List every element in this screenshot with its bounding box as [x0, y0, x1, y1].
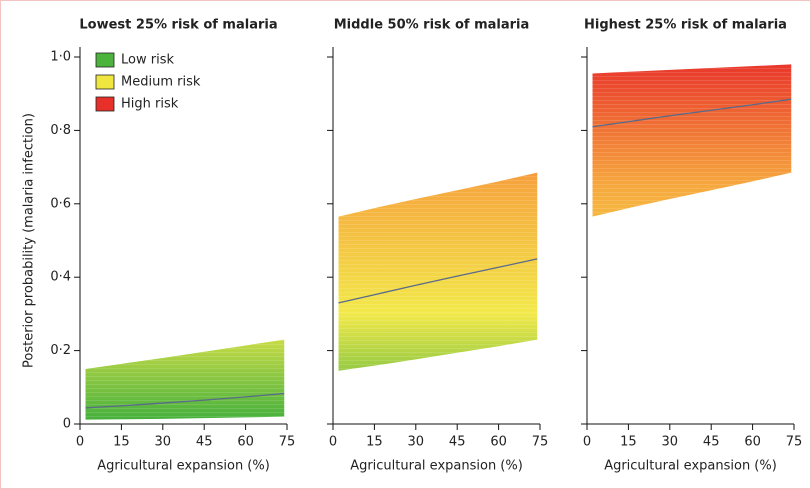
mean-line — [592, 98, 792, 128]
x-axis-label: Agricultural expansion (%) — [604, 459, 777, 474]
panel-title: Middle 50% risk of malaria — [334, 18, 530, 33]
x-tick-label: 60 — [237, 435, 254, 450]
panel-title: Highest 25% risk of malaria — [584, 18, 787, 33]
legend-swatch — [95, 74, 115, 90]
x-tick-label: 45 — [196, 435, 213, 450]
legend-swatch — [95, 52, 115, 68]
x-tick-label: 60 — [490, 435, 507, 450]
y-tick-label: 0·2 — [50, 343, 71, 358]
panel-title: Lowest 25% risk of malaria — [79, 18, 277, 33]
y-tick-label: 0·4 — [50, 270, 71, 285]
x-tick-label: 75 — [279, 435, 296, 450]
y-axis-label: Posterior probability (malaria infection… — [22, 113, 37, 368]
mean-line — [85, 392, 285, 409]
legend-label: Medium risk — [121, 75, 201, 90]
y-tick-label: 0·6 — [50, 196, 71, 211]
x-axis-label: Agricultural expansion (%) — [350, 459, 523, 474]
y-tick-label: 0·8 — [50, 123, 71, 138]
x-tick-label: 75 — [786, 435, 803, 450]
x-tick-label: 15 — [620, 435, 637, 450]
x-tick-label: 30 — [662, 435, 679, 450]
legend-label: High risk — [121, 97, 179, 112]
band-hatch — [338, 172, 538, 371]
band-hatch — [592, 64, 792, 217]
x-tick-label: 15 — [113, 435, 130, 450]
legend-label: Low risk — [121, 53, 174, 68]
legend-swatch — [95, 96, 115, 112]
x-tick-label: 75 — [532, 435, 549, 450]
y-tick-label: 1·0 — [50, 50, 71, 65]
mean-line — [338, 258, 538, 304]
x-tick-label: 45 — [703, 435, 720, 450]
x-tick-label: 45 — [449, 435, 466, 450]
x-tick-label: 15 — [366, 435, 383, 450]
x-tick-label: 60 — [744, 435, 761, 450]
x-tick-label: 0 — [329, 435, 337, 450]
band-hatch — [85, 339, 285, 420]
x-tick-label: 30 — [155, 435, 172, 450]
x-tick-label: 0 — [583, 435, 591, 450]
x-tick-label: 30 — [408, 435, 425, 450]
x-axis-label: Agricultural expansion (%) — [97, 459, 270, 474]
x-tick-label: 0 — [76, 435, 84, 450]
y-tick-label: 0 — [63, 417, 71, 432]
